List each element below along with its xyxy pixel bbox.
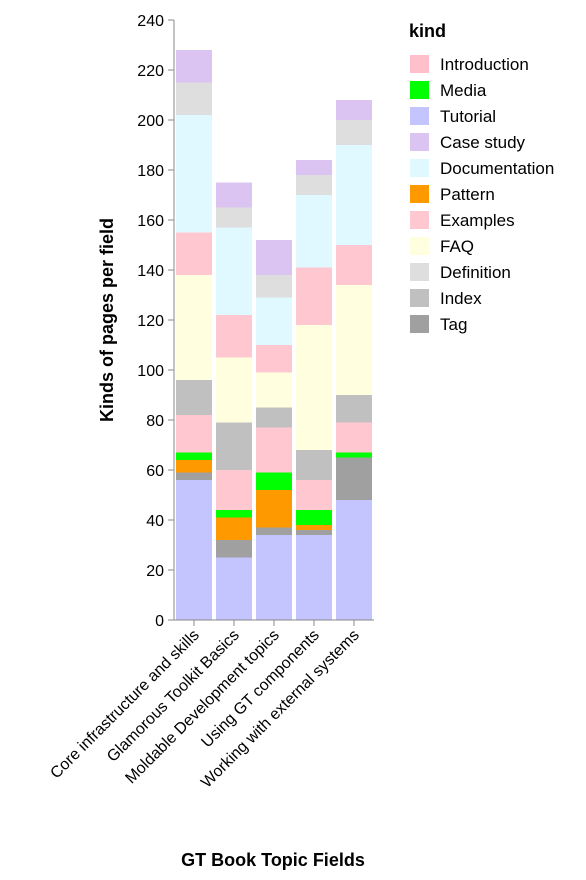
bar-segment-tag: Core infrastructure and skills — Tag: 3 [176,472,212,480]
legend-label-index: Index [440,289,482,308]
y-tick-label: 60 [146,463,164,480]
y-tick-label: 240 [137,13,164,30]
y-tick-label: 100 [137,363,164,380]
y-tick-label: 140 [137,263,164,280]
bar-segment-examples: Using GT components — Examples: 23 [296,267,332,325]
bar-segment-documentation: Working with external systems — Document… [336,145,372,245]
bar-segment-examples: Working with external systems — Examples… [336,245,372,285]
legend-swatch-faq [410,237,429,255]
bar-segment-tutorial: Moldable Development topics — Tutorial: … [256,535,292,620]
bar-segment-faq: Using GT components — FAQ: 50 [296,325,332,450]
bar-segment-pattern: Moldable Development topics — Pattern: 1… [256,490,292,528]
bar-segment-media: Using GT components — Media: 6 [296,510,332,525]
legend-swatch-tag [410,315,429,333]
legend-swatch-media [410,81,429,99]
bar-segment-examples: Working with external systems — Examples… [336,422,372,453]
bar-segment-index: Glamorous Toolkit Basics — Index: 19 [216,422,252,470]
bar-segment-documentation: Glamorous Toolkit Basics — Documentation… [216,227,252,315]
bar-segment-media: Core infrastructure and skills — Media: … [176,452,212,460]
legend-swatch-pattern [410,185,429,203]
bar-segment-definition: Core infrastructure and skills — Definit… [176,82,212,115]
bars-layer: Core infrastructure and skills — Tutoria… [176,50,372,620]
bar-segment-tag: Moldable Development topics — Tag: 3 [256,527,292,535]
legend-label-introduction: Introduction [440,55,529,74]
legend-label-case-study: Case study [440,133,526,152]
bar-segment-examples: Core infrastructure and skills — Example… [176,232,212,275]
bar-segment-faq: Glamorous Toolkit Basics — FAQ: 26 [216,357,252,423]
bar-segment-tutorial: Glamorous Toolkit Basics — Tutorial: 25 [216,557,252,620]
bar-segment-tag: Working with external systems — Tag: 17 [336,457,372,500]
bar-segment-documentation: Moldable Development topics — Documentat… [256,297,292,345]
legend-swatch-examples [410,211,429,229]
bar-segment-tutorial: Core infrastructure and skills — Tutoria… [176,480,212,620]
y-tick-label: 80 [146,413,164,430]
y-tick-label: 120 [137,313,164,330]
legend-label-tutorial: Tutorial [440,107,496,126]
legend-title: kind [409,21,446,41]
bar-segment-definition: Working with external systems — Definiti… [336,120,372,145]
legend-swatch-documentation [410,159,429,177]
bar-segment-case-study: Core infrastructure and skills — Case st… [176,50,212,83]
bar-segment-documentation: Using GT components — Documentation: 29 [296,195,332,268]
legend-label-pattern: Pattern [440,185,495,204]
bar-segment-case-study: Glamorous Toolkit Basics — Case study: 1… [216,182,252,208]
bar-segment-media: Moldable Development topics — Media: 7 [256,472,292,490]
bar-segment-tutorial: Using GT components — Tutorial: 34 [296,535,332,620]
bar-segment-index: Moldable Development topics — Index: 8 [256,407,292,428]
bar-segment-media: Glamorous Toolkit Basics — Media: 3 [216,510,252,518]
bar-segment-tag: Glamorous Toolkit Basics — Tag: 7 [216,540,252,558]
bar-segment-documentation: Core infrastructure and skills — Documen… [176,115,212,233]
bar-segment-faq: Moldable Development topics — FAQ: 14 [256,372,292,408]
legend: kind Introduction Media Tutorial Case study… [409,21,554,334]
y-axis: 0 20 40 60 80 100 120 140 160 180 200 220 240 [137,13,175,630]
bar-segment-tutorial: Working with external systems — Tutorial… [336,500,372,620]
legend-swatch-case-study [410,133,429,151]
legend-label-faq: FAQ [440,237,474,256]
bar-segment-faq: Core infrastructure and skills — FAQ: 42 [176,275,212,380]
legend-label-examples: Examples [440,211,515,230]
y-tick-label: 160 [137,213,164,230]
bar-segment-examples: Glamorous Toolkit Basics — Examples: 17 [216,315,252,358]
legend-label-media: Media [440,81,487,100]
bar-segment-index: Core infrastructure and skills — Index: … [176,380,212,415]
bar-segment-definition: Using GT components — Definition: 8 [296,175,332,195]
bar-segment-examples: Glamorous Toolkit Basics — Examples: 16 [216,470,252,510]
bar-segment-media: Working with external systems — Media: 2 [336,452,372,458]
y-tick-label: 20 [146,563,164,580]
bar-segment-examples: Using GT components — Examples: 12 [296,480,332,510]
bar-segment-definition: Moldable Development topics — Definition… [256,275,292,298]
y-tick-label: 220 [137,63,164,80]
bar-segment-pattern: Using GT components — Pattern: 2 [296,525,332,530]
legend-swatch-index [410,289,429,307]
bar-segment-examples: Moldable Development topics — Examples: … [256,345,292,373]
y-tick-label: 180 [137,163,164,180]
y-tick-label: 200 [137,113,164,130]
legend-swatch-tutorial [410,107,429,125]
bar-segment-definition: Glamorous Toolkit Basics — Definition: 8 [216,207,252,228]
legend-label-definition: Definition [440,263,511,282]
bar-segment-faq: Working with external systems — FAQ: 44 [336,285,372,395]
bar-segment-index: Working with external systems — Index: 1… [336,395,372,423]
bar-segment-examples: Core infrastructure and skills — Example… [176,415,212,453]
bar-segment-tag: Using GT components — Tag: 2 [296,530,332,535]
bar-segment-pattern: Core infrastructure and skills — Pattern… [176,460,212,473]
legend-label-tag: Tag [440,315,467,334]
x-axis-title: GT Book Topic Fields [181,850,365,870]
bar-segment-case-study: Using GT components — Case study: 6 [296,160,332,175]
y-tick-label: 0 [155,613,164,630]
legend-swatch-introduction [410,55,429,73]
x-axis: Core infrastructure and skillsGlamorous … [47,619,374,791]
legend-swatch-definition [410,263,429,281]
y-tick-label: 40 [146,513,164,530]
bar-segment-case-study: Working with external systems — Case stu… [336,100,372,120]
bar-segment-pattern: Glamorous Toolkit Basics — Pattern: 9 [216,517,252,540]
x-tick-label: Moldable Development topics [122,627,282,787]
bar-segment-examples: Moldable Development topics — Examples: … [256,427,292,473]
bar-segment-index: Using GT components — Index: 12 [296,450,332,480]
bar-segment-case-study: Moldable Development topics — Case study… [256,240,292,275]
y-axis-title: Kinds of pages per field [97,218,117,422]
x-tick-label: Core infrastructure and skills [47,627,202,782]
legend-label-documentation: Documentation [440,159,554,178]
